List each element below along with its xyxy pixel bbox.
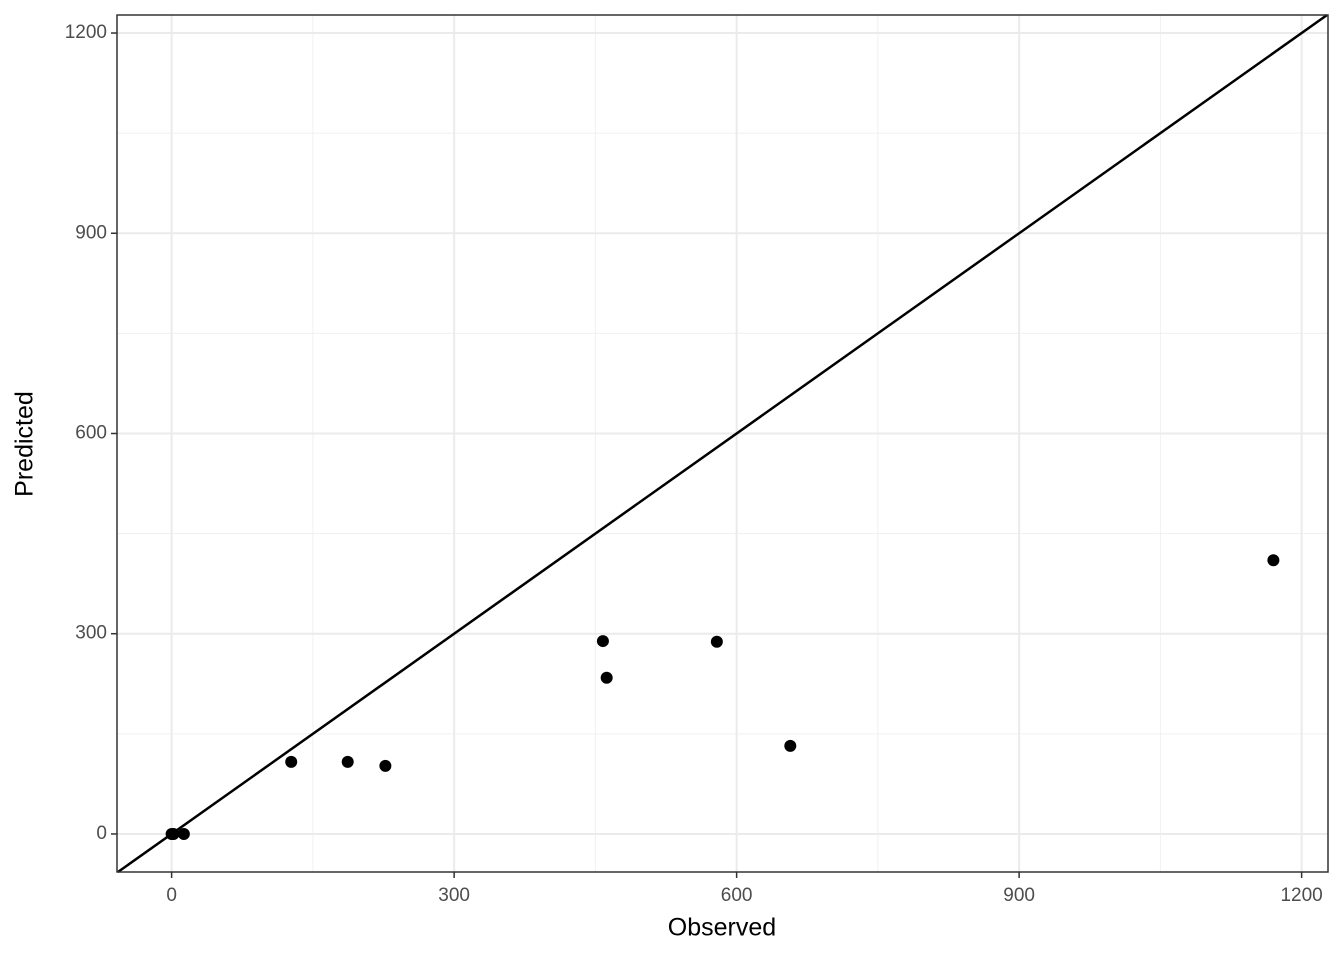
x-tick-label: 300 [438,885,470,906]
x-tick-label: 1200 [1280,885,1322,906]
point [596,635,609,648]
point [177,827,190,840]
y-tick-label: 600 [75,423,107,444]
point [341,755,354,768]
x-axis-label: Observed [668,914,776,942]
point [1267,554,1280,567]
point [710,635,723,648]
point [600,671,613,684]
identity-line [117,13,1328,874]
y-axis-label: Predicted [11,391,39,497]
point [285,755,298,768]
y-tick-label: 300 [75,623,107,644]
point [379,759,392,772]
y-tick-label: 1200 [65,22,107,43]
x-tick-label: 0 [166,885,177,906]
y-tick-label: 900 [75,222,107,243]
x-tick-label: 900 [1003,885,1035,906]
panel-border [116,14,1329,873]
point [167,827,180,840]
x-tick-label: 600 [721,885,753,906]
point [784,739,797,752]
y-tick-label: 0 [96,823,107,844]
